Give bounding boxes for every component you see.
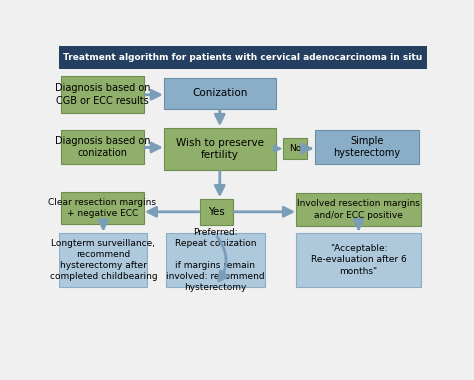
- Text: "Acceptable:
Re-evaluation after 6
months": "Acceptable: Re-evaluation after 6 month…: [311, 244, 407, 276]
- Text: Longterm surveillance,
recommend
hysterectomy after
completed childbearing: Longterm surveillance, recommend hystere…: [49, 239, 157, 281]
- Text: No: No: [289, 144, 301, 153]
- FancyBboxPatch shape: [59, 233, 147, 287]
- Text: Clear resection margins
+ negative ECC: Clear resection margins + negative ECC: [48, 198, 156, 218]
- Text: Wish to preserve
fertility: Wish to preserve fertility: [176, 138, 264, 160]
- Text: Simple
hysterectomy: Simple hysterectomy: [333, 136, 401, 158]
- FancyBboxPatch shape: [61, 130, 144, 164]
- Text: Involved resection margins
and/or ECC positive: Involved resection margins and/or ECC po…: [297, 200, 420, 220]
- Text: Diagnosis based on
CGB or ECC results: Diagnosis based on CGB or ECC results: [55, 84, 150, 106]
- Text: Conization: Conization: [192, 88, 247, 98]
- FancyBboxPatch shape: [166, 233, 265, 287]
- FancyBboxPatch shape: [59, 46, 427, 69]
- FancyBboxPatch shape: [283, 138, 307, 159]
- FancyBboxPatch shape: [164, 128, 276, 170]
- Text: Treatment algorithm for patients with cervical adenocarcinoma in situ: Treatment algorithm for patients with ce…: [64, 53, 422, 62]
- FancyBboxPatch shape: [61, 76, 144, 113]
- FancyBboxPatch shape: [296, 193, 421, 226]
- FancyBboxPatch shape: [164, 78, 276, 109]
- Text: Diagnosis based on
conization: Diagnosis based on conization: [55, 136, 150, 158]
- FancyBboxPatch shape: [200, 199, 233, 225]
- Text: Preferred:
Repeat conization

if margins remain
involved: recommend
hysterectomy: Preferred: Repeat conization if margins …: [166, 228, 264, 292]
- Text: Yes: Yes: [208, 207, 225, 217]
- FancyBboxPatch shape: [315, 130, 419, 164]
- FancyBboxPatch shape: [61, 192, 144, 224]
- FancyBboxPatch shape: [296, 233, 421, 287]
